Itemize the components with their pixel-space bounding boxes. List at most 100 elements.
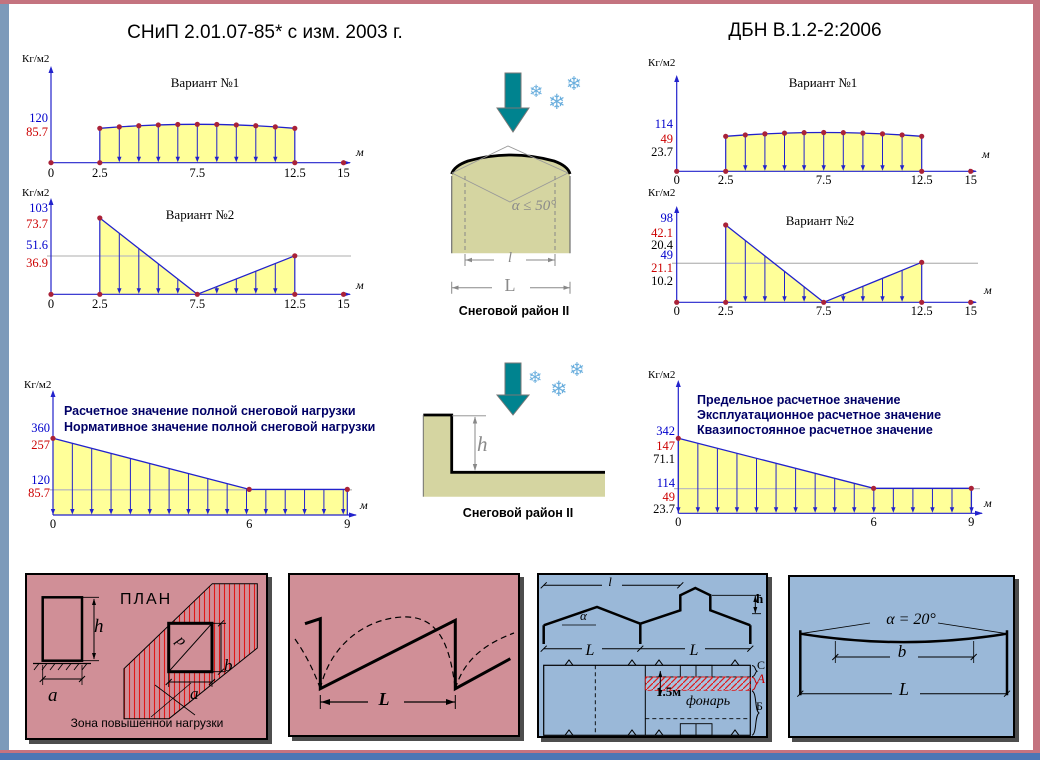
raised-load-zone-caption: Зона повышеннои нагрузки (70, 716, 224, 730)
dim-arrow (92, 598, 96, 605)
load-arrow-head (156, 288, 161, 294)
sag-roof-drawing (796, 622, 1011, 698)
data-dot (821, 299, 827, 305)
snowflake-icon: ❄ (550, 378, 568, 401)
dim-arrow (472, 464, 478, 471)
gable-roof-left (543, 605, 641, 627)
data-dot (899, 132, 905, 138)
load-arrow-head (136, 288, 141, 294)
x-axis-tick: 0 (674, 304, 680, 318)
data-dot (821, 129, 827, 136)
y-axis-value: 10.2 (651, 274, 673, 288)
load-arrow-head (195, 156, 200, 163)
vaulted-roof-line (450, 153, 572, 175)
dim-ticks (796, 690, 1011, 698)
snowflake-icon: ❄ (566, 74, 582, 95)
load-arrow-head (156, 156, 161, 163)
x-axis-tick: 0 (675, 515, 681, 529)
load-arrow-head (762, 296, 768, 302)
load-arrow-head (341, 509, 346, 515)
lantern-h-label: h (756, 591, 764, 606)
data-dot (723, 299, 729, 305)
y-axis-value: 85.7 (28, 486, 50, 500)
snow-arrow-head-icon (496, 107, 530, 133)
load-arrow-head (793, 507, 798, 513)
data-dot (292, 291, 298, 297)
x-axis-tick: 2.5 (718, 304, 734, 318)
chart-title: Вариант №2 (786, 213, 854, 228)
data-dot (48, 160, 54, 166)
x-axis-tick: 7.5 (189, 166, 205, 180)
series-label: Расчетное значение полной снеговой нагру… (64, 404, 356, 418)
load-arrow-head (801, 296, 807, 302)
x-axis-tick: 7.5 (816, 173, 832, 187)
x-axis-tick: 15 (964, 173, 977, 187)
snow-drift-curve (319, 616, 456, 689)
series-label: Эксплуатационное расчетное значение (697, 408, 941, 422)
snow-arrow-head-icon (495, 394, 531, 416)
load-arrow-head (253, 156, 258, 163)
lantern-l-label: l (608, 574, 612, 589)
snowflake-icon: ❄ (529, 82, 544, 101)
y-axis-value: 51.6 (26, 238, 48, 252)
dim-arrow (548, 257, 555, 263)
load-top-edge (52, 437, 348, 491)
chart-title: Вариант №1 (789, 75, 857, 90)
dim-arrow (658, 690, 663, 697)
dim-ticks (540, 645, 754, 653)
load-top-edge (99, 217, 296, 296)
x-axis-unit: м (981, 147, 990, 161)
elevation-rectangle (41, 596, 84, 662)
load-arrow-head (891, 507, 896, 513)
sag-curve (800, 632, 1008, 644)
load-arrow-head (762, 165, 768, 171)
load-arrow-head (899, 165, 905, 171)
series-label: Нормативное значение полной снеговой наг… (64, 420, 375, 434)
chart-title: Вариант №2 (166, 207, 234, 222)
x-axis-arrow (343, 291, 351, 297)
load-arrow-head (263, 509, 269, 515)
data-dot (840, 130, 846, 136)
dim-extension (213, 622, 226, 673)
dim-extension (82, 596, 99, 662)
y-axis-value: 114 (655, 117, 674, 131)
load-arrow-head (969, 507, 974, 513)
load-arrow-head (234, 156, 239, 163)
dim-arrow (446, 699, 455, 705)
load-arrow-head (812, 507, 818, 513)
load-arrow-head (234, 288, 239, 294)
x-axis-tick: 15 (337, 166, 350, 180)
y-axis-value: 342 (656, 424, 675, 438)
frame-bottom-bar (0, 753, 1040, 760)
gable-roof-with-lantern (639, 586, 751, 627)
panel-plan-zone (25, 573, 268, 740)
data-dot (919, 133, 925, 139)
data-dot (860, 130, 866, 136)
frame-left (0, 4, 9, 750)
dim-extension (42, 665, 83, 685)
load-arrow-head (949, 507, 955, 513)
load-arrow-head (841, 165, 846, 171)
plan-b-label: b (224, 656, 233, 675)
x-axis-unit: м (983, 283, 992, 297)
break-marks-top (564, 659, 740, 666)
angle-construction-lines (451, 145, 569, 203)
roof-step-line (423, 413, 605, 474)
x-axis-tick: 0 (674, 173, 680, 187)
load-arrow-head (50, 509, 56, 515)
data-dot (97, 125, 103, 131)
y-axis-unit: Кг/м2 (648, 187, 675, 199)
dim-arrow (753, 595, 758, 602)
load-arrow-head (108, 509, 114, 515)
data-dot (762, 131, 768, 137)
x-axis-tick: 12.5 (284, 297, 306, 311)
load-arrow-head (910, 507, 916, 513)
data-dot (214, 121, 220, 128)
y-axis-arrow (48, 66, 54, 73)
data-dot (968, 168, 974, 174)
zone-b-label: Б (756, 699, 763, 713)
x-axis-tick: 9 (968, 515, 974, 529)
y-axis-value: 71.1 (653, 452, 675, 466)
strip-width-label: 1.5м (656, 684, 682, 699)
